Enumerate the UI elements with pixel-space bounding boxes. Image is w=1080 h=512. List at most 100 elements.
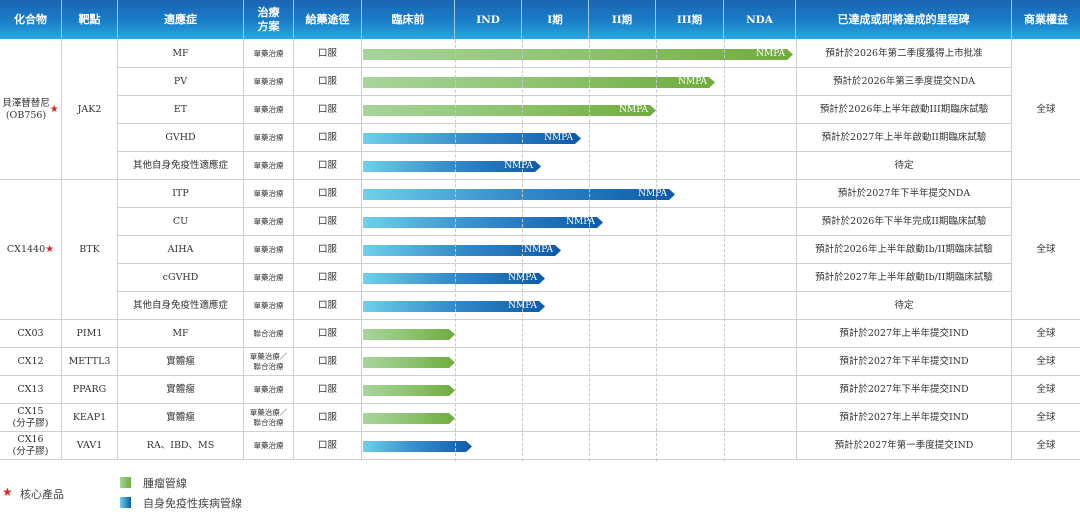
route-cell: 口服 <box>294 236 362 264</box>
phase-divider <box>455 40 456 461</box>
regulator-label: NMPA <box>678 77 707 87</box>
oncology-swatch-icon <box>120 477 131 488</box>
indication-cell: CU <box>118 208 244 236</box>
target-cell: KEAP1 <box>62 404 118 432</box>
regimen-cell: 單藥治療 <box>244 40 294 68</box>
milestone-cell: 待定 <box>796 152 1012 180</box>
route-cell: 口服 <box>294 40 362 68</box>
oncology-progress-bar: NMPA <box>363 77 715 88</box>
milestone-cell: 預計於2027年上半年啟動Ib/II期臨床試驗 <box>796 264 1012 292</box>
rights-cell: 全球 <box>1012 376 1080 404</box>
target-cell: PPARG <box>62 376 118 404</box>
regimen-cell: 單藥治療 <box>244 208 294 236</box>
target-cell: VAV1 <box>62 432 118 460</box>
regimen-cell: 單藥治療 <box>244 68 294 96</box>
milestone-cell: 待定 <box>796 292 1012 320</box>
route-cell: 口服 <box>294 264 362 292</box>
target-cell: METTL3 <box>62 348 118 376</box>
route-cell: 口服 <box>294 208 362 236</box>
route-cell: 口服 <box>294 404 362 432</box>
oncology-progress-bar: NMPA <box>363 49 793 60</box>
route-cell: 口服 <box>294 348 362 376</box>
header-nda: NDA <box>724 0 796 39</box>
compound-name: 貝澤替替尼 (OB756) <box>2 97 50 121</box>
compound-name: CX1440 <box>6 243 46 255</box>
route-cell: 口服 <box>294 180 362 208</box>
indication-cell: 其他自身免疫性適應症 <box>118 152 244 180</box>
milestone-cell: 預計於2026年上半年啟動III期臨床試驗 <box>796 96 1012 124</box>
autoimmune-progress-bar <box>363 441 472 452</box>
target-cell: JAK2 <box>62 40 118 180</box>
milestone-cell: 預計於2027年下半年提交IND <box>796 348 1012 376</box>
pipeline-table: 化合物 靶點 適應症 治療 方案 給藥途徑 臨床前 IND I期 II期 III… <box>0 0 1080 461</box>
target-cell: PIM1 <box>62 320 118 348</box>
compound-cell: CX13 <box>0 376 62 404</box>
milestone-cell: 預計於2027年上半年提交IND <box>796 404 1012 432</box>
header-phase2: II期 <box>589 0 656 39</box>
autoimmune-progress-bar: NMPA <box>363 189 675 200</box>
row-divider <box>362 95 796 96</box>
milestone-cell: 預計於2027年上半年啟動II期臨床試驗 <box>796 124 1012 152</box>
header-target: 靶點 <box>62 0 118 39</box>
header-compound: 化合物 <box>0 0 62 39</box>
indication-cell: PV <box>118 68 244 96</box>
oncology-progress-bar: NMPA <box>363 105 656 116</box>
indication-cell: RA、IBD、MS <box>118 432 244 460</box>
row-divider <box>362 403 796 404</box>
target-cell: BTK <box>62 180 118 320</box>
regulator-label: NMPA <box>524 245 553 255</box>
milestone-cell: 預計於2026年第三季度提交NDA <box>796 68 1012 96</box>
regimen-cell: 單藥治療 <box>244 376 294 404</box>
oncology-progress-bar <box>363 357 455 368</box>
indication-cell: ITP <box>118 180 244 208</box>
rights-cell: 全球 <box>1012 404 1080 432</box>
row-divider <box>362 263 796 264</box>
core-star-icon: ★ <box>49 103 59 115</box>
compound-cell: CX03 <box>0 320 62 348</box>
header-milestone: 已達成或即將達成的里程碑 <box>796 0 1012 39</box>
route-cell: 口服 <box>294 68 362 96</box>
autoimmune-progress-bar: NMPA <box>363 217 603 228</box>
route-cell: 口服 <box>294 320 362 348</box>
autoimmune-swatch-icon <box>120 497 131 508</box>
row-divider <box>362 431 796 432</box>
core-star-icon: ★ <box>2 485 13 499</box>
indication-cell: 實體瘤 <box>118 404 244 432</box>
compound-name: CX15 (分子膠) <box>12 405 49 429</box>
regulator-label: NMPA <box>756 49 785 59</box>
compound-name: CX13 <box>17 383 44 395</box>
milestone-cell: 預計於2027年第一季度提交IND <box>796 432 1012 460</box>
header-preclinical: 臨床前 <box>362 0 455 39</box>
autoimmune-progress-bar: NMPA <box>363 301 545 312</box>
rights-cell: 全球 <box>1012 40 1080 180</box>
header-phase3: III期 <box>656 0 724 39</box>
header-ind: IND <box>455 0 522 39</box>
row-divider <box>362 123 796 124</box>
row-divider <box>362 151 796 152</box>
regimen-cell: 單藥治療 <box>244 96 294 124</box>
row-divider <box>362 459 796 460</box>
milestone-cell: 預計於2026年下半年完成II期臨床試驗 <box>796 208 1012 236</box>
row-divider <box>362 375 796 376</box>
legend-oncology-label: 腫瘤管線 <box>143 477 187 490</box>
route-cell: 口服 <box>294 292 362 320</box>
regimen-cell: 單藥治療 <box>244 264 294 292</box>
phase-divider <box>724 40 725 461</box>
header-route: 給藥途徑 <box>294 0 362 39</box>
milestone-cell: 預計於2027年上半年提交IND <box>796 320 1012 348</box>
regimen-cell: 單藥治療 <box>244 236 294 264</box>
regimen-cell: 聯合治療 <box>244 320 294 348</box>
regimen-cell: 單藥治療／ 聯合治療 <box>244 404 294 432</box>
indication-cell: 實體瘤 <box>118 348 244 376</box>
indication-cell: MF <box>118 320 244 348</box>
row-divider <box>362 179 796 180</box>
compound-name: CX12 <box>17 355 44 367</box>
rights-cell: 全球 <box>1012 348 1080 376</box>
compound-cell: CX15 (分子膠) <box>0 404 62 432</box>
regimen-cell: 單藥治療 <box>244 152 294 180</box>
autoimmune-progress-bar: NMPA <box>363 273 545 284</box>
phase-divider <box>656 40 657 461</box>
route-cell: 口服 <box>294 432 362 460</box>
compound-name: CX16 (分子膠) <box>12 433 49 457</box>
row-divider <box>362 347 796 348</box>
